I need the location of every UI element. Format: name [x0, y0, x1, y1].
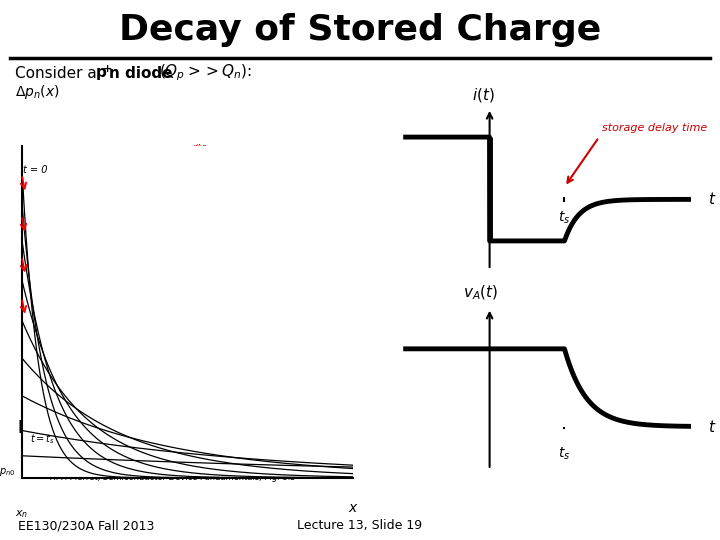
Text: For: For	[18, 419, 54, 437]
Text: $t_s$: $t_s$	[558, 446, 571, 462]
Text: t increasing: t increasing	[165, 311, 226, 321]
Text: Consider a: Consider a	[15, 65, 102, 80]
Text: t: t	[42, 419, 50, 437]
Text: Note that $\frac{d\Delta p_n}{dx}$ at $x_n$: Note that $\frac{d\Delta p_n}{dx}$ at $x…	[140, 142, 240, 162]
Text: $\downarrow$ decrease due: $\downarrow$ decrease due	[148, 298, 236, 308]
Text: holes diffuse out: holes diffuse out	[135, 175, 221, 185]
Text: $\left.\dfrac{dp_n}{dx}\right|_{x=x_n} = -\dfrac{i}{qAD_p} > 0$: $\left.\dfrac{dp_n}{dx}\right|_{x=x_n} =…	[110, 407, 320, 454]
Text: Decay of Stored Charge: Decay of Stored Charge	[119, 13, 601, 47]
Text: $v_A(t)$: $v_A(t)$	[463, 284, 499, 302]
Text: $t = t_s$: $t = t_s$	[30, 433, 55, 446]
Text: n-type region: n-type region	[135, 201, 205, 211]
Text: > 0:: > 0:	[50, 419, 94, 437]
Text: $t$: $t$	[708, 418, 717, 435]
Text: storage delay time: storage delay time	[602, 123, 707, 133]
Text: $t_s$: $t_s$	[558, 210, 571, 226]
Text: EE130/230A Fall 2013: EE130/230A Fall 2013	[18, 519, 154, 532]
Text: $(Q_p >> Q_n)$:: $(Q_p >> Q_n)$:	[159, 63, 252, 83]
Text: Lecture 13, Slide 19: Lecture 13, Slide 19	[297, 519, 423, 532]
Text: of the quasi-neutral: of the quasi-neutral	[135, 188, 238, 198]
Text: $\Delta p_n(x)$: $\Delta p_n(x)$	[15, 83, 60, 101]
Text: $t$: $t$	[708, 191, 717, 207]
Text: is positive, so that: is positive, so that	[135, 162, 230, 172]
Text: +: +	[103, 64, 112, 75]
Text: x: x	[348, 501, 357, 515]
Text: n diode: n diode	[109, 65, 178, 80]
Text: $x_n$: $x_n$	[15, 508, 28, 519]
Text: $p_{n0}$: $p_{n0}$	[0, 466, 15, 478]
Text: $i(t)$: $i(t)$	[472, 86, 495, 104]
Text: p: p	[96, 65, 107, 80]
Text: R. F. Pierret, Semiconductor Device Fundamentals, Fig. 8.3: R. F. Pierret, Semiconductor Device Fund…	[50, 472, 296, 482]
Text: t = 0: t = 0	[23, 165, 48, 175]
